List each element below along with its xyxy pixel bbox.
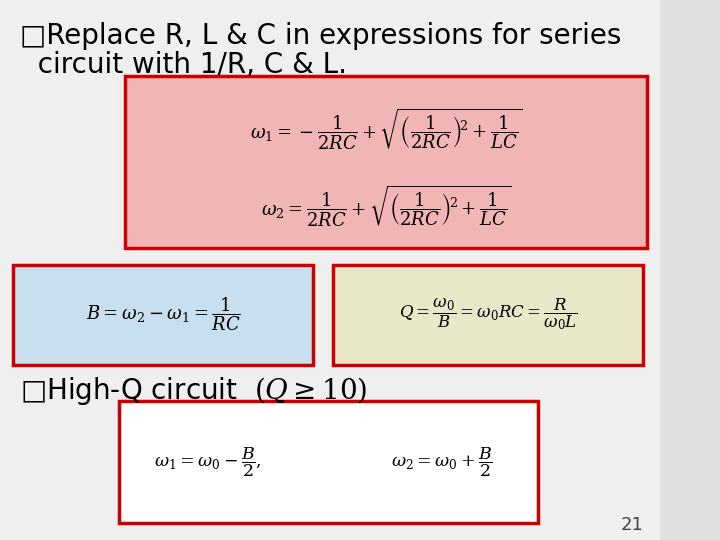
- Text: $Q = \dfrac{\omega_0}{B} = \omega_0 RC = \dfrac{R}{\omega_0 L}$: $Q = \dfrac{\omega_0}{B} = \omega_0 RC =…: [399, 296, 577, 332]
- Text: $\omega_1 = \omega_0 - \dfrac{B}{2},$: $\omega_1 = \omega_0 - \dfrac{B}{2},$: [154, 446, 261, 479]
- Text: □Replace R, L & C in expressions for series: □Replace R, L & C in expressions for ser…: [19, 22, 621, 50]
- Text: $B = \omega_2 - \omega_1 = \dfrac{1}{RC}$: $B = \omega_2 - \omega_1 = \dfrac{1}{RC}…: [86, 295, 240, 333]
- Text: $\omega_2 = \omega_0 + \dfrac{B}{2}$: $\omega_2 = \omega_0 + \dfrac{B}{2}$: [391, 446, 493, 479]
- FancyBboxPatch shape: [0, 0, 671, 540]
- FancyBboxPatch shape: [13, 265, 313, 365]
- Text: circuit with 1/R, C & L.: circuit with 1/R, C & L.: [19, 51, 347, 79]
- FancyBboxPatch shape: [333, 265, 644, 365]
- Text: $\omega_1 = -\dfrac{1}{2RC} + \sqrt{\left(\dfrac{1}{2RC}\right)^{\!2} + \dfrac{1: $\omega_1 = -\dfrac{1}{2RC} + \sqrt{\lef…: [250, 107, 522, 152]
- Text: □High-Q circuit  $(Q \geq 10)$: □High-Q circuit $(Q \geq 10)$: [19, 375, 367, 407]
- Text: $\omega_2 = \dfrac{1}{2RC} + \sqrt{\left(\dfrac{1}{2RC}\right)^{\!2} + \dfrac{1}: $\omega_2 = \dfrac{1}{2RC} + \sqrt{\left…: [261, 184, 511, 229]
- FancyBboxPatch shape: [119, 401, 538, 523]
- FancyBboxPatch shape: [125, 76, 647, 248]
- Text: 21: 21: [621, 516, 644, 534]
